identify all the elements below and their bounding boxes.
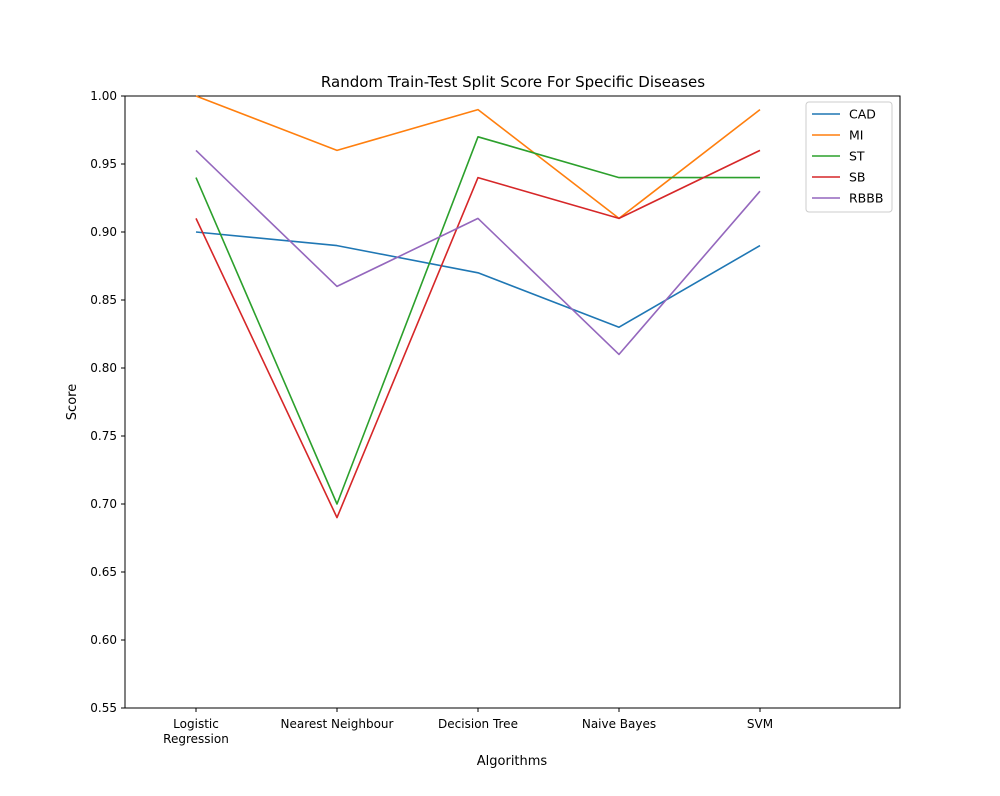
y-tick-label: 1.00 [90, 89, 117, 103]
y-axis: 0.55 0.60 0.65 0.70 0.75 0.80 0.85 0.90 0.95 1.00 [90, 89, 125, 715]
legend-label: CAD [849, 107, 876, 122]
plot-frame [124, 95, 901, 709]
series-line-rbbb [195, 149, 761, 356]
y-tick-label: 0.60 [90, 633, 117, 647]
y-tick-label: 0.70 [90, 497, 117, 511]
legend-box [805, 101, 893, 213]
x-tick-label: Logistic Regression [163, 717, 229, 746]
legend-label: SB [849, 170, 866, 185]
x-axis: Logistic Regression Nearest Neighbour Decis… [163, 708, 773, 746]
series-line-mi [195, 95, 761, 220]
y-axis-label: Score [65, 384, 80, 420]
legend: CAD MI ST SB RBBB [805, 101, 893, 213]
series-lines [195, 95, 761, 519]
x-tick-label: Naive Bayes [582, 717, 656, 731]
legend-label: RBBB [849, 191, 883, 206]
x-tick-label: Nearest Neighbour [281, 717, 394, 731]
y-tick-label: 0.95 [90, 157, 117, 171]
series-line-cad [195, 231, 761, 329]
series-line-sb [195, 149, 761, 519]
y-tick-label: 0.85 [90, 293, 117, 307]
y-tick-label: 0.90 [90, 225, 117, 239]
y-tick-label: 0.65 [90, 565, 117, 579]
legend-label: ST [849, 149, 865, 164]
legend-label: MI [849, 128, 863, 143]
y-tick-label: 0.80 [90, 361, 117, 375]
x-tick-label: Decision Tree [438, 717, 518, 731]
chart-title: Random Train-Test Split Score For Specif… [321, 73, 705, 91]
y-tick-label: 0.55 [90, 701, 117, 715]
x-tick-label: SVM [747, 717, 773, 731]
x-axis-label: Algorithms [477, 754, 548, 769]
series-line-st [195, 136, 760, 505]
y-tick-label: 0.75 [90, 429, 117, 443]
